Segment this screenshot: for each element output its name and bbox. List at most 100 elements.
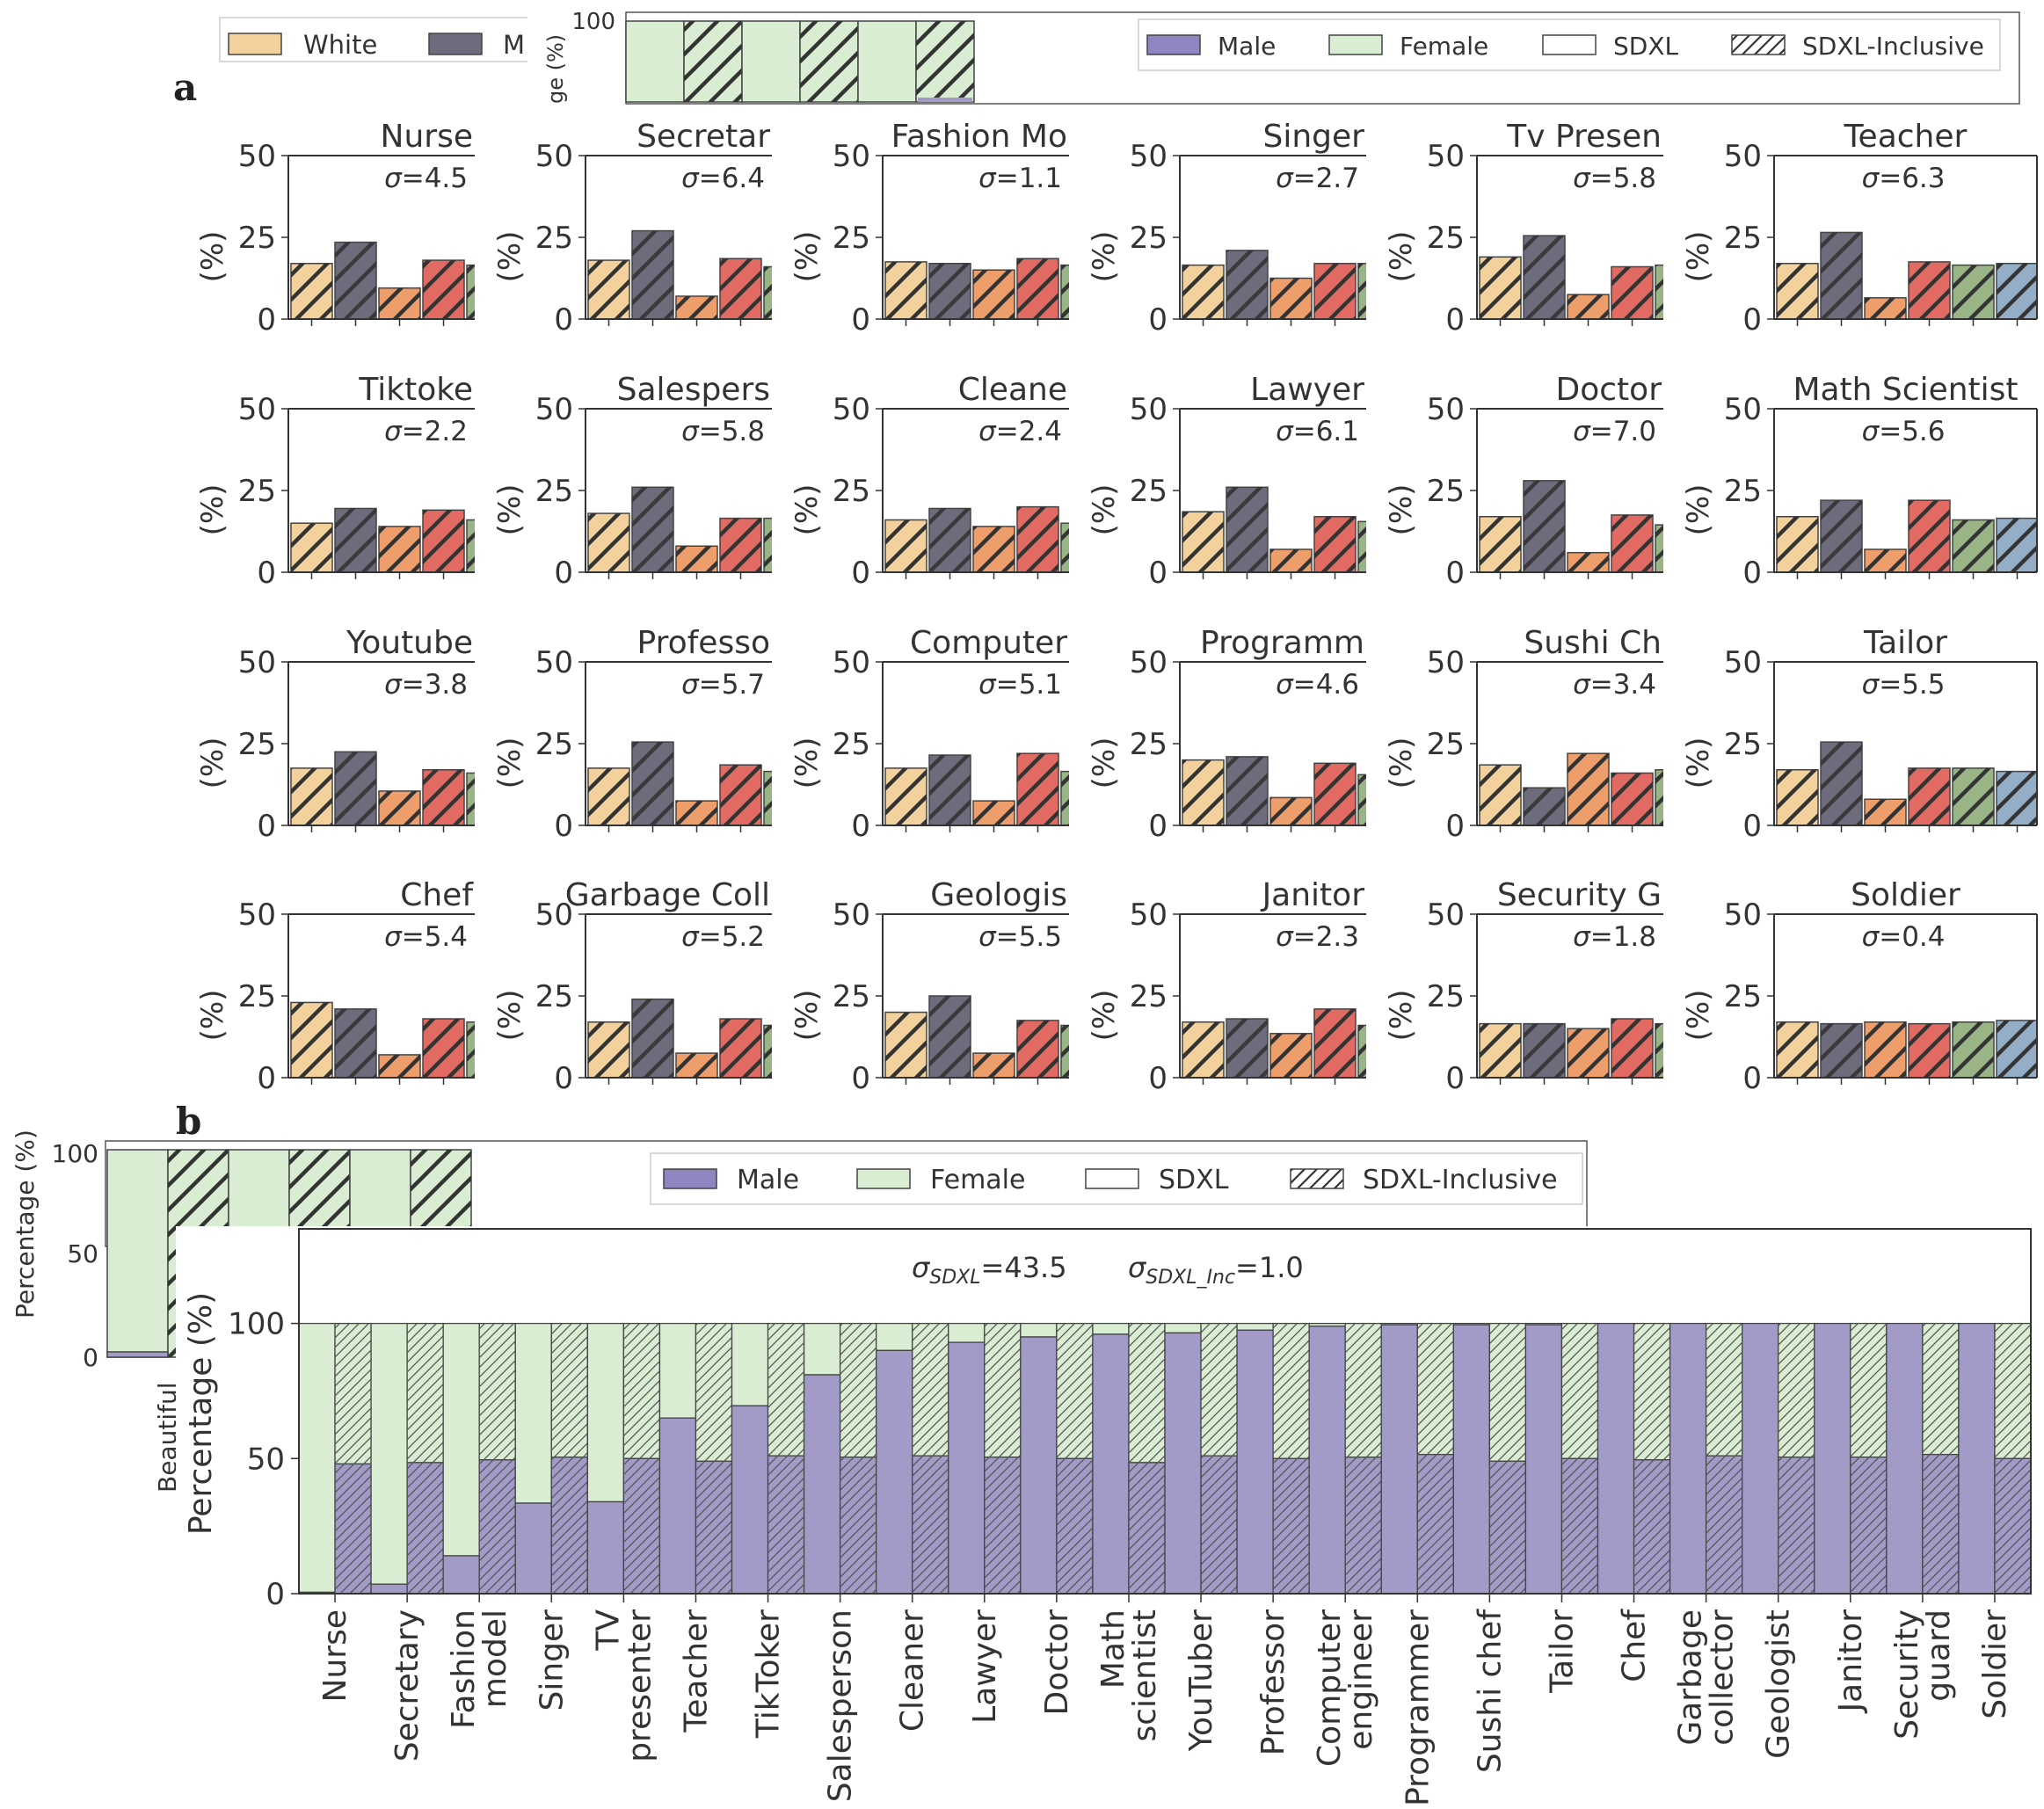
y-axis-label: (%) xyxy=(1087,737,1122,789)
bar-hatch-4 xyxy=(720,1019,761,1078)
y-tick-label: 50 xyxy=(238,139,276,174)
inset-b-bar xyxy=(106,1149,169,1358)
y-tick-label: 0 xyxy=(1742,302,1762,338)
subplot-sigma: σ=6.1 xyxy=(1276,416,1359,447)
x-tick-label: Secretary xyxy=(389,1609,426,1762)
bar-hatch-2 xyxy=(632,487,673,572)
legend-b-sdxl-label: SDXL xyxy=(1159,1165,1229,1195)
y-tick-label: 25 xyxy=(833,727,870,762)
bar-hatch-4 xyxy=(1017,1020,1058,1078)
sdxl-male-bar xyxy=(442,1555,480,1595)
inclusive-hatch xyxy=(1633,1323,1670,1594)
y-axis-label: (%) xyxy=(1681,990,1716,1042)
subplot-title: Singer xyxy=(1263,119,1365,155)
y-tick-label: 50 xyxy=(238,645,276,680)
sdxl-male-bar xyxy=(1524,1324,1563,1595)
bar-hatch-3 xyxy=(1270,278,1312,319)
panel-a-grid: 02550(%)Nurseσ=4.502550(%)Secretarσ=6.40… xyxy=(195,119,2038,1096)
bar-hatch-5 xyxy=(1953,519,1994,572)
y-axis-label: (%) xyxy=(1681,231,1716,283)
bar-hatch-2 xyxy=(632,230,673,319)
subplot-title: Teacher xyxy=(1844,119,1968,155)
bar-hatch-3 xyxy=(973,801,1015,825)
bar-hatch-4 xyxy=(720,258,761,319)
panel-b-ylabel: Percentage (%) xyxy=(183,1292,219,1535)
inclusive-hatch xyxy=(1201,1323,1238,1594)
inclusive-hatch xyxy=(1417,1323,1454,1594)
subplot-title: Professo xyxy=(637,625,770,661)
bar-hatch-2 xyxy=(335,242,376,319)
subplot-bars xyxy=(1479,752,1663,826)
y-tick-label: 0 xyxy=(1445,556,1465,591)
bar-hatch-5 xyxy=(467,519,475,572)
subplot-title: Youtube xyxy=(346,625,473,661)
category-22: Janitor xyxy=(1814,1322,1888,1713)
inset-b-ylabel: Percentage (%) xyxy=(11,1130,40,1319)
y-tick-label: 0 xyxy=(851,302,870,338)
bar-hatch-2 xyxy=(1226,1019,1268,1078)
y-tick-label: 25 xyxy=(238,221,276,256)
subplot-2: 0 25 50 (%) Secretar σ=6.4 xyxy=(492,119,772,338)
x-tick-label: Teacher xyxy=(678,1609,714,1733)
category-2: Secretary xyxy=(370,1322,444,1762)
sdxl-female-bar xyxy=(298,1322,336,1594)
y-tick-label: 50 xyxy=(1130,645,1167,680)
bar-hatch-5 xyxy=(1953,265,1994,319)
bar-hatch-4 xyxy=(1909,500,1950,572)
subplot-bars xyxy=(1182,1008,1366,1079)
bar-hatch-4 xyxy=(720,518,761,572)
category-24: Soldier xyxy=(1958,1322,2032,1719)
y-tick-label: 50 xyxy=(1427,897,1465,933)
legend-female-label: Female xyxy=(1400,32,1488,61)
y-tick-label: 25 xyxy=(833,979,870,1014)
subplot-bars xyxy=(1182,756,1366,826)
legend-sdxl-label: SDXL xyxy=(1613,32,1679,61)
bar-hatch-2 xyxy=(335,1008,376,1078)
bar-hatch-1 xyxy=(1480,1023,1521,1078)
y-tick-label: 25 xyxy=(1427,979,1465,1014)
y-axis-label: (%) xyxy=(492,231,527,283)
panel-b-frame xyxy=(298,1228,2032,1595)
bar-hatch-3 xyxy=(379,1054,420,1078)
category-19: Chef xyxy=(1597,1322,1671,1682)
subplot-3: 0 25 50 (%) Fashion Mo σ=1.1 xyxy=(789,119,1069,338)
category-10: Lawyer xyxy=(948,1322,1022,1724)
subplot-bars xyxy=(1776,741,2037,826)
bar-hatch-5 xyxy=(1655,265,1663,319)
x-tick-label: TV xyxy=(590,1609,626,1652)
legend-white-label: White xyxy=(303,30,377,60)
bar-hatch-1 xyxy=(885,261,927,319)
sigma-sdxl: σSDXL=43.5 xyxy=(912,1251,1067,1289)
subplot-title: Lawyer xyxy=(1250,372,1364,408)
category-16: Programmer xyxy=(1380,1322,1454,1806)
bar-hatch-3 xyxy=(379,287,420,319)
subplot-22: 0 25 50 (%) Janitor σ=2.3 xyxy=(1087,877,1366,1096)
y-axis-label: (%) xyxy=(789,990,825,1042)
bar-hatch-5 xyxy=(764,1025,772,1078)
bar-hatch-3 xyxy=(1865,1021,1906,1078)
inclusive-hatch xyxy=(551,1323,588,1594)
subplot-sigma: σ=5.4 xyxy=(384,921,468,953)
y-tick-label: 0 xyxy=(1445,809,1465,844)
y-tick-label: 50 xyxy=(1724,392,1762,427)
subplot-sigma: σ=4.5 xyxy=(384,163,468,194)
bar-hatch-5 xyxy=(1953,1021,1994,1078)
bar-hatch-5 xyxy=(467,265,475,319)
bar-hatch-2 xyxy=(1524,236,1565,319)
bar-hatch-2 xyxy=(335,752,376,825)
y-tick-label: 50 xyxy=(1427,139,1465,174)
category-21: Geologist xyxy=(1742,1322,1815,1759)
bar-hatch-4 xyxy=(1611,266,1653,319)
x-tick-label: Geologist xyxy=(1761,1609,1797,1759)
x-tick-label: Lawyer xyxy=(967,1609,1003,1724)
subplot-sigma: σ=5.8 xyxy=(681,416,765,447)
subplot-bars xyxy=(1479,235,1663,320)
y-tick-label: 50 xyxy=(1427,392,1465,427)
y-axis-label: (%) xyxy=(1384,231,1419,283)
y-tick-label: 0 xyxy=(1445,1061,1465,1096)
subplot-10: 0 25 50 (%) Lawyer σ=6.1 xyxy=(1087,372,1366,591)
inclusive-hatch xyxy=(912,1323,949,1594)
bar-hatch-4 xyxy=(1314,1008,1356,1078)
